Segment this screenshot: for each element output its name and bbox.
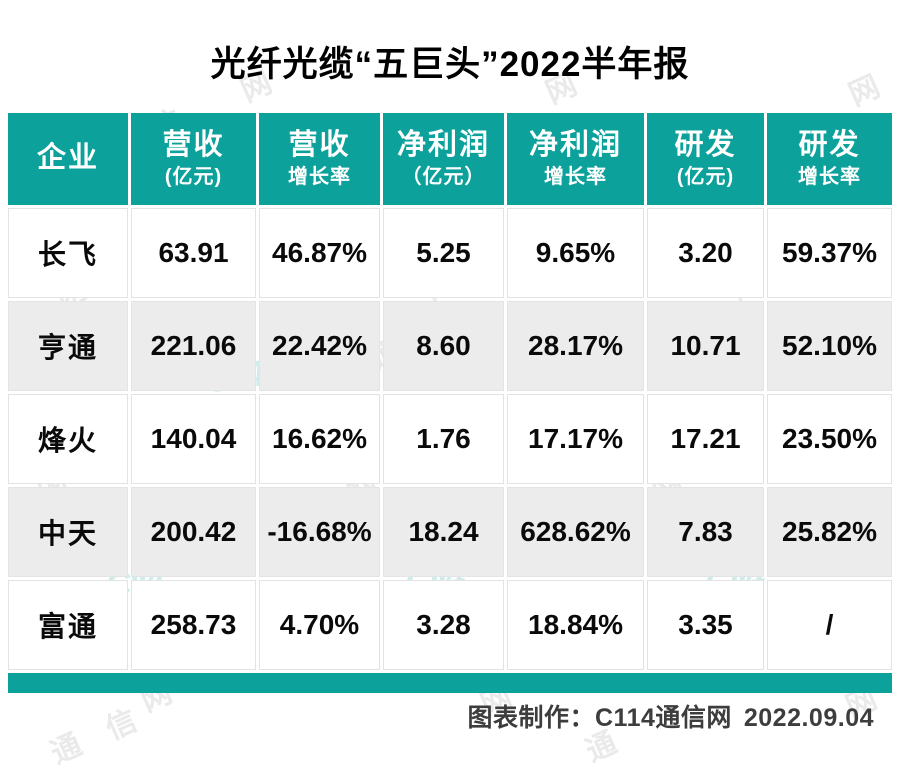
cell-revenue-growth: -16.68% xyxy=(259,487,380,577)
cell-rd: 3.20 xyxy=(647,208,764,298)
header-sublabel: 增长率 xyxy=(288,166,351,189)
cell-rd: 17.21 xyxy=(647,394,764,484)
header-sublabel: 增长率 xyxy=(798,166,861,189)
cell-netprofit: 8.60 xyxy=(383,301,504,391)
cell-revenue: 221.06 xyxy=(131,301,256,391)
cell-company: 中天 xyxy=(8,487,128,577)
credit-label: 图表制作： xyxy=(467,704,595,732)
header-cell-revenue-growth: 营收 增长率 xyxy=(259,113,380,205)
header-cell-rd: 研发 (亿元) xyxy=(647,113,764,205)
header-sublabel: 增长率 xyxy=(544,166,607,189)
header-cell-company: 企业 xyxy=(8,113,128,205)
header-label: 营收 xyxy=(288,128,351,161)
header-sublabel: （亿元） xyxy=(401,166,486,189)
cell-netprofit: 5.25 xyxy=(383,208,504,298)
cell-netprofit-growth: 9.65% xyxy=(507,208,644,298)
cell-revenue: 63.91 xyxy=(131,208,256,298)
cell-rd-growth: 59.37% xyxy=(767,208,892,298)
cell-netprofit-growth: 18.84% xyxy=(507,580,644,670)
cell-netprofit: 18.24 xyxy=(383,487,504,577)
cell-revenue-growth: 22.42% xyxy=(259,301,380,391)
cell-company: 富通 xyxy=(8,580,128,670)
table-bottom-accent-bar xyxy=(8,673,892,693)
header-cell-rd-growth: 研发 增长率 xyxy=(767,113,892,205)
cell-netprofit-growth: 28.17% xyxy=(507,301,644,391)
header-sublabel: (亿元) xyxy=(164,166,223,189)
header-label: 研发 xyxy=(674,128,737,161)
cell-revenue-growth: 16.62% xyxy=(259,394,380,484)
cell-revenue: 140.04 xyxy=(131,394,256,484)
cell-revenue-growth: 46.87% xyxy=(259,208,380,298)
cell-company: 烽火 xyxy=(8,394,128,484)
header-label: 企业 xyxy=(36,142,99,175)
credit-source: C114通信网 xyxy=(594,704,732,732)
infographic-page: 网 网 网 信 通 网 网 网 信 信 通 网 网 网 信 信 网 网 网 信 … xyxy=(0,45,892,770)
cell-revenue: 200.42 xyxy=(131,487,256,577)
cell-rd: 10.71 xyxy=(647,301,764,391)
cell-company: 长飞 xyxy=(8,208,128,298)
cell-rd-growth: 52.10% xyxy=(767,301,892,391)
cell-netprofit: 1.76 xyxy=(383,394,504,484)
header-cell-revenue: 营收 (亿元) xyxy=(131,113,256,205)
header-cell-netprofit: 净利润 （亿元） xyxy=(383,113,504,205)
header-label: 净利润 xyxy=(396,128,490,161)
cell-netprofit-growth: 628.62% xyxy=(507,487,644,577)
header-cell-netprofit-growth: 净利润 增长率 xyxy=(507,113,644,205)
header-label: 研发 xyxy=(798,128,861,161)
cell-revenue-growth: 4.70% xyxy=(259,580,380,670)
cell-rd: 7.83 xyxy=(647,487,764,577)
cell-revenue: 258.73 xyxy=(131,580,256,670)
cell-company: 亨通 xyxy=(8,301,128,391)
header-label: 营收 xyxy=(162,128,225,161)
page-title: 光纤光缆“五巨头”2022半年报 xyxy=(210,45,690,84)
data-table: 企业 营收 (亿元) 营收 增长率 净利润 （亿元） 净利润 增长率 研发 (亿… xyxy=(8,113,892,670)
cell-rd-growth: / xyxy=(767,580,892,670)
cell-netprofit: 3.28 xyxy=(383,580,504,670)
cell-rd-growth: 25.82% xyxy=(767,487,892,577)
cell-rd-growth: 23.50% xyxy=(767,394,892,484)
header-sublabel: (亿元) xyxy=(676,166,735,189)
credit-line: 图表制作：C114通信网 2022.09.04 xyxy=(0,698,874,734)
cell-netprofit-growth: 17.17% xyxy=(507,394,644,484)
credit-date: 2022.09.04 xyxy=(743,704,874,732)
cell-rd: 3.35 xyxy=(647,580,764,670)
header-label: 净利润 xyxy=(528,128,622,161)
